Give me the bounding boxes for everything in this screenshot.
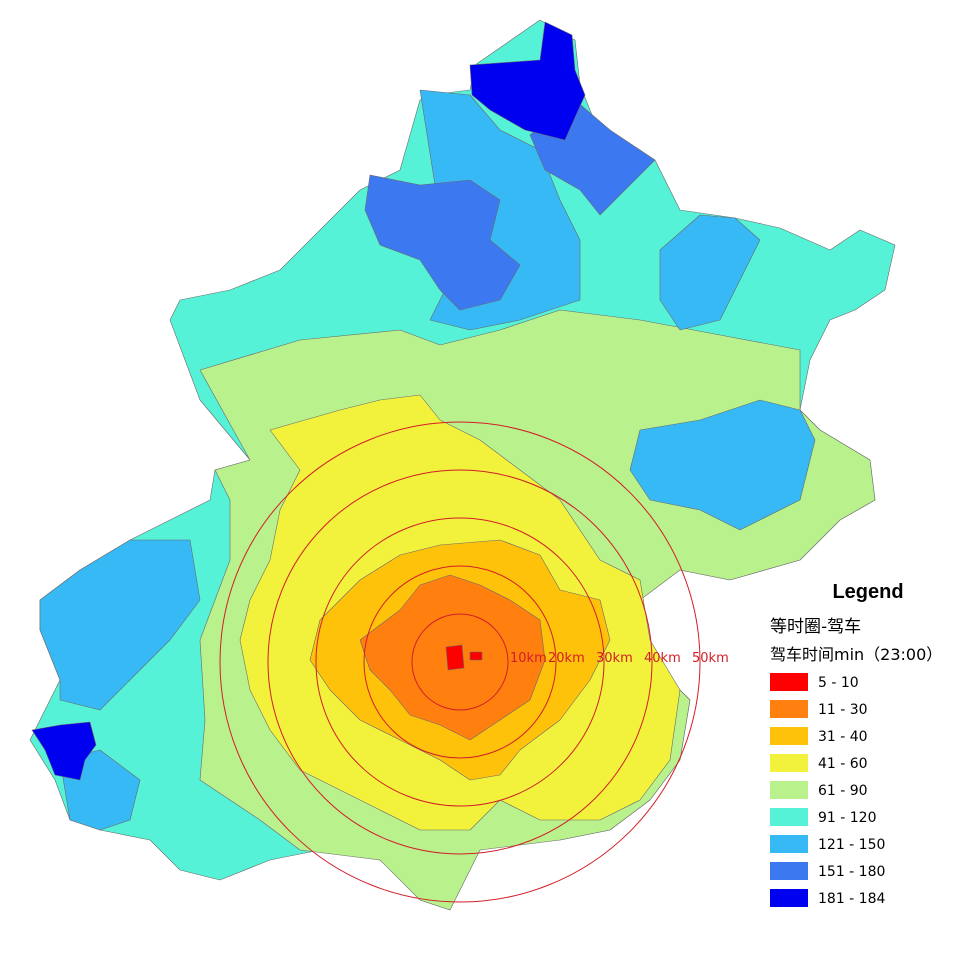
region-5-10 [445, 644, 465, 671]
ring-label: 30km [596, 651, 633, 666]
legend-subtitle: 驾车时间min（23:00） [770, 645, 942, 664]
legend-label: 5 - 10 [818, 675, 859, 691]
ring-label: 50km [692, 651, 729, 666]
legend-swatch [770, 700, 808, 718]
legend-label: 121 - 150 [818, 837, 885, 853]
legend-items: 5 - 10 11 - 30 31 - 40 41 - 60 61 - 90 91 - 1… [770, 673, 885, 907]
legend-swatch [770, 673, 808, 691]
legend-title: Legend [832, 581, 903, 603]
distance-ring [411, 613, 509, 711]
legend-swatch [770, 835, 808, 853]
region-181-184 [469, 21, 586, 141]
region-121-150 [39, 539, 201, 711]
legend-label: 181 - 184 [818, 891, 885, 907]
ring-label: 20km [548, 651, 585, 666]
region-121-150 [629, 399, 816, 531]
legend-label: 61 - 90 [818, 783, 868, 799]
legend-swatch [770, 889, 808, 907]
legend-label: 31 - 40 [818, 729, 868, 745]
distance-ring [315, 517, 605, 807]
legend-label: 41 - 60 [818, 756, 868, 772]
legend-swatch [770, 727, 808, 745]
ring-group: 10km 20km 30km 40km 50km [219, 421, 729, 903]
legend-layer: 等时圈-驾车 [770, 617, 861, 637]
ring-label: 40km [644, 651, 681, 666]
legend-swatch [770, 754, 808, 772]
ring-label: 10km [510, 651, 547, 666]
legend-swatch [770, 808, 808, 826]
legend-label: 151 - 180 [818, 864, 885, 880]
region-151-180 [364, 174, 521, 311]
legend-label: 91 - 120 [818, 810, 877, 826]
map-regions [29, 19, 896, 911]
distance-ring [267, 469, 653, 855]
legend-label: 11 - 30 [818, 702, 868, 718]
legend-swatch [770, 781, 808, 799]
distance-ring [219, 421, 701, 903]
region-181-184 [31, 721, 97, 781]
region-5-10 [469, 651, 483, 661]
distance-ring [363, 565, 557, 759]
legend-swatch [770, 862, 808, 880]
region-121-150 [659, 214, 761, 331]
